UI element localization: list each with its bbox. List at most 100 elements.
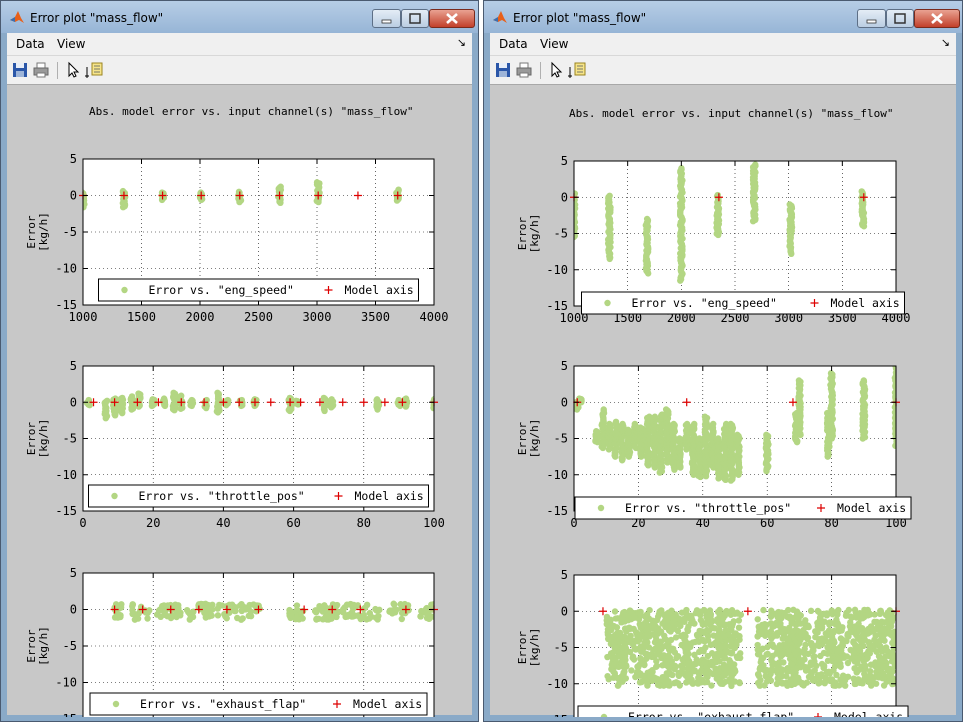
error-point <box>622 675 630 682</box>
close-button[interactable] <box>914 9 960 28</box>
error-point <box>853 614 860 621</box>
error-point <box>886 652 893 660</box>
error-point <box>682 649 690 656</box>
legend-box <box>98 278 419 302</box>
error-point <box>716 652 723 659</box>
minimize-button[interactable] <box>372 9 401 28</box>
y-axis-label: Error <box>25 422 38 455</box>
error-point <box>656 627 663 635</box>
data-cursor-icon[interactable] <box>85 61 103 79</box>
error-point <box>802 617 809 624</box>
error-point <box>682 637 689 645</box>
legend-box <box>574 496 912 520</box>
error-point <box>626 648 634 656</box>
error-point <box>855 655 862 663</box>
error-point <box>636 679 644 686</box>
error-point <box>292 397 300 404</box>
menu-view[interactable]: View <box>540 37 569 51</box>
pointer-icon[interactable] <box>547 61 565 79</box>
maximize-button[interactable] <box>401 9 429 28</box>
error-point <box>768 666 775 673</box>
matlab-logo-icon <box>10 11 24 23</box>
error-point <box>238 600 245 608</box>
title-bar[interactable]: Error plot "mass_flow" <box>484 1 962 33</box>
dock-arrow-icon[interactable]: ↘ <box>940 36 950 49</box>
error-point <box>850 649 857 656</box>
error-point <box>784 613 791 621</box>
maximize-button[interactable] <box>886 9 914 28</box>
y-tick-label: 5 <box>561 359 568 373</box>
error-point <box>185 609 192 616</box>
error-point <box>762 672 769 680</box>
error-point <box>644 631 651 638</box>
print-icon[interactable] <box>32 61 50 79</box>
legend: Error vs. "eng_speed" Model axis <box>98 278 419 302</box>
error-point <box>872 680 880 687</box>
print-icon[interactable] <box>515 61 533 79</box>
error-point <box>417 613 424 620</box>
model-axis-marker <box>222 605 231 614</box>
pointer-icon[interactable] <box>64 61 82 79</box>
error-point <box>777 620 784 627</box>
error-point <box>675 670 682 677</box>
error-plot-window-left: Error plot "mass_flow" Data View ↘ Abs. … <box>0 0 479 722</box>
error-point <box>760 662 767 669</box>
save-icon[interactable] <box>494 61 512 79</box>
error-point <box>402 609 409 617</box>
menu-bar: Data View ↘ <box>7 33 472 56</box>
y-axis-label: Error <box>516 422 529 455</box>
error-point <box>610 642 618 650</box>
dock-arrow-icon[interactable]: ↘ <box>456 36 466 49</box>
error-point <box>780 659 787 666</box>
window-title: Error plot "mass_flow" <box>513 11 647 25</box>
error-point <box>608 661 615 668</box>
menu-data[interactable]: Data <box>16 37 45 51</box>
error-point <box>606 619 614 626</box>
error-point <box>373 396 381 403</box>
close-button[interactable] <box>429 9 475 28</box>
save-icon[interactable] <box>11 61 29 79</box>
legend-entry: Model axis <box>837 501 906 515</box>
error-point <box>760 606 767 614</box>
error-point <box>802 623 809 631</box>
error-point <box>313 616 320 623</box>
error-point <box>754 616 761 623</box>
menu-data[interactable]: Data <box>499 37 528 51</box>
error-point <box>799 648 807 656</box>
error-point <box>836 662 844 669</box>
error-point <box>214 389 221 397</box>
legend: Error vs. "eng_speed" Model axis <box>581 291 905 315</box>
y-tick-label: -5 <box>63 639 77 653</box>
error-point <box>624 426 632 433</box>
data-cursor-icon[interactable] <box>568 61 586 79</box>
error-point <box>859 680 866 687</box>
error-point <box>798 681 806 688</box>
toolbar-separator <box>540 62 541 79</box>
error-point <box>676 435 683 442</box>
minimize-button[interactable] <box>857 9 886 28</box>
error-point <box>683 672 691 680</box>
matlab-logo-icon <box>493 11 507 23</box>
error-point <box>671 649 679 656</box>
model-axis-marker <box>89 398 98 407</box>
error-point <box>736 679 743 686</box>
error-point <box>128 393 136 400</box>
x-tick-label: 80 <box>357 516 371 530</box>
error-point <box>172 601 179 608</box>
error-point <box>856 626 863 633</box>
error-point <box>864 629 871 636</box>
error-point <box>814 671 822 679</box>
error-point <box>247 608 255 616</box>
error-point <box>639 672 647 680</box>
y-axis-label: Error <box>25 215 38 248</box>
title-bar[interactable]: Error plot "mass_flow" <box>1 1 478 33</box>
error-point <box>833 671 840 679</box>
legend-entry: Model axis <box>345 283 414 297</box>
y-axis-label: [kg/h] <box>37 212 50 252</box>
menu-view[interactable]: View <box>57 37 86 51</box>
error-point <box>868 682 875 689</box>
error-point <box>615 681 622 688</box>
error-point <box>610 668 617 675</box>
error-point <box>797 620 804 627</box>
error-point <box>142 609 150 616</box>
